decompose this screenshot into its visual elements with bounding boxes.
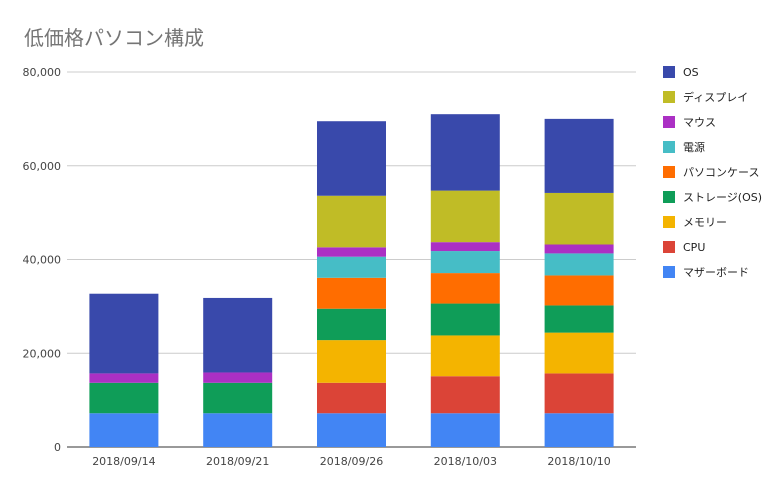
x-tick-label: 2018/10/10	[547, 455, 610, 468]
bar-segment	[317, 382, 386, 414]
bar-segment	[89, 413, 159, 447]
bar-segment	[544, 305, 614, 333]
bar-segment	[430, 376, 500, 414]
legend-swatch	[663, 91, 675, 103]
legend-label: マザーボード	[683, 266, 749, 279]
bar-segment	[317, 308, 386, 341]
bar-segment	[203, 297, 273, 373]
bar-segment	[317, 121, 386, 196]
bar-segment	[89, 373, 159, 383]
bar-segment	[430, 303, 500, 336]
bar-segment	[89, 382, 159, 414]
bar-segment	[544, 332, 614, 374]
legend-label: CPU	[683, 241, 705, 254]
legend-label: OS	[683, 66, 699, 79]
bar-segment	[430, 335, 500, 377]
bar-segment	[544, 275, 614, 306]
y-tick-label: 40,000	[23, 254, 62, 267]
legend-label: ストレージ(OS)	[683, 191, 762, 204]
chart-title: 低価格パソコン構成	[24, 26, 204, 50]
bar-segment	[89, 293, 159, 374]
bar-segment	[430, 242, 500, 252]
bar-segment	[430, 190, 500, 243]
y-tick-label: 0	[54, 441, 61, 454]
legend-swatch	[663, 216, 675, 228]
legend-label: メモリー	[683, 216, 727, 229]
bar-segment	[317, 277, 386, 309]
bar-segment	[203, 382, 273, 414]
bar-segment	[317, 247, 386, 257]
y-tick-label: 80,000	[23, 66, 62, 79]
x-tick-label: 2018/09/14	[92, 455, 155, 468]
legend-swatch	[663, 191, 675, 203]
bar-segment	[317, 340, 386, 383]
legend-label: パソコンケース	[683, 166, 759, 179]
x-tick-label: 2018/09/26	[320, 455, 383, 468]
y-tick-label: 60,000	[23, 160, 62, 173]
legend-label: マウス	[683, 116, 716, 129]
legend-label: 電源	[683, 140, 705, 154]
bar-segment	[544, 118, 614, 193]
legend-swatch	[663, 266, 675, 278]
bar-segment	[203, 372, 273, 383]
bar-segment	[544, 413, 614, 447]
bar-segment	[430, 114, 500, 191]
legend-label: ディスプレイ	[683, 90, 748, 104]
bar-segment	[544, 373, 614, 414]
x-tick-label: 2018/09/21	[206, 455, 269, 468]
bar-segment	[317, 195, 386, 248]
legend-swatch	[663, 116, 675, 128]
bar-segment	[317, 256, 386, 278]
y-tick-label: 20,000	[23, 347, 62, 360]
bar-segment	[544, 244, 614, 254]
legend-swatch	[663, 66, 675, 78]
legend-swatch	[663, 166, 675, 178]
legend-swatch	[663, 141, 675, 153]
legend-swatch	[663, 241, 675, 253]
bar-segment	[203, 413, 273, 447]
bar-segment	[544, 192, 614, 245]
bar-segment	[430, 413, 500, 447]
bar-segment	[430, 251, 500, 274]
bar-segment	[317, 413, 386, 447]
x-tick-label: 2018/10/03	[434, 455, 497, 468]
bar-segment	[430, 273, 500, 304]
bar-segment	[544, 253, 614, 276]
